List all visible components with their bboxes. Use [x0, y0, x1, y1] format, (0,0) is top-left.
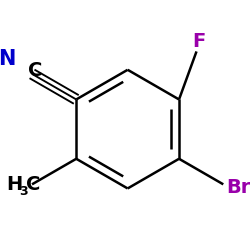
Text: H: H: [6, 175, 22, 194]
Text: C: C: [26, 175, 41, 194]
Text: C: C: [28, 61, 42, 80]
Text: Br: Br: [226, 178, 250, 197]
Text: N: N: [0, 49, 16, 69]
Text: F: F: [192, 32, 205, 51]
Text: 3: 3: [20, 185, 28, 198]
